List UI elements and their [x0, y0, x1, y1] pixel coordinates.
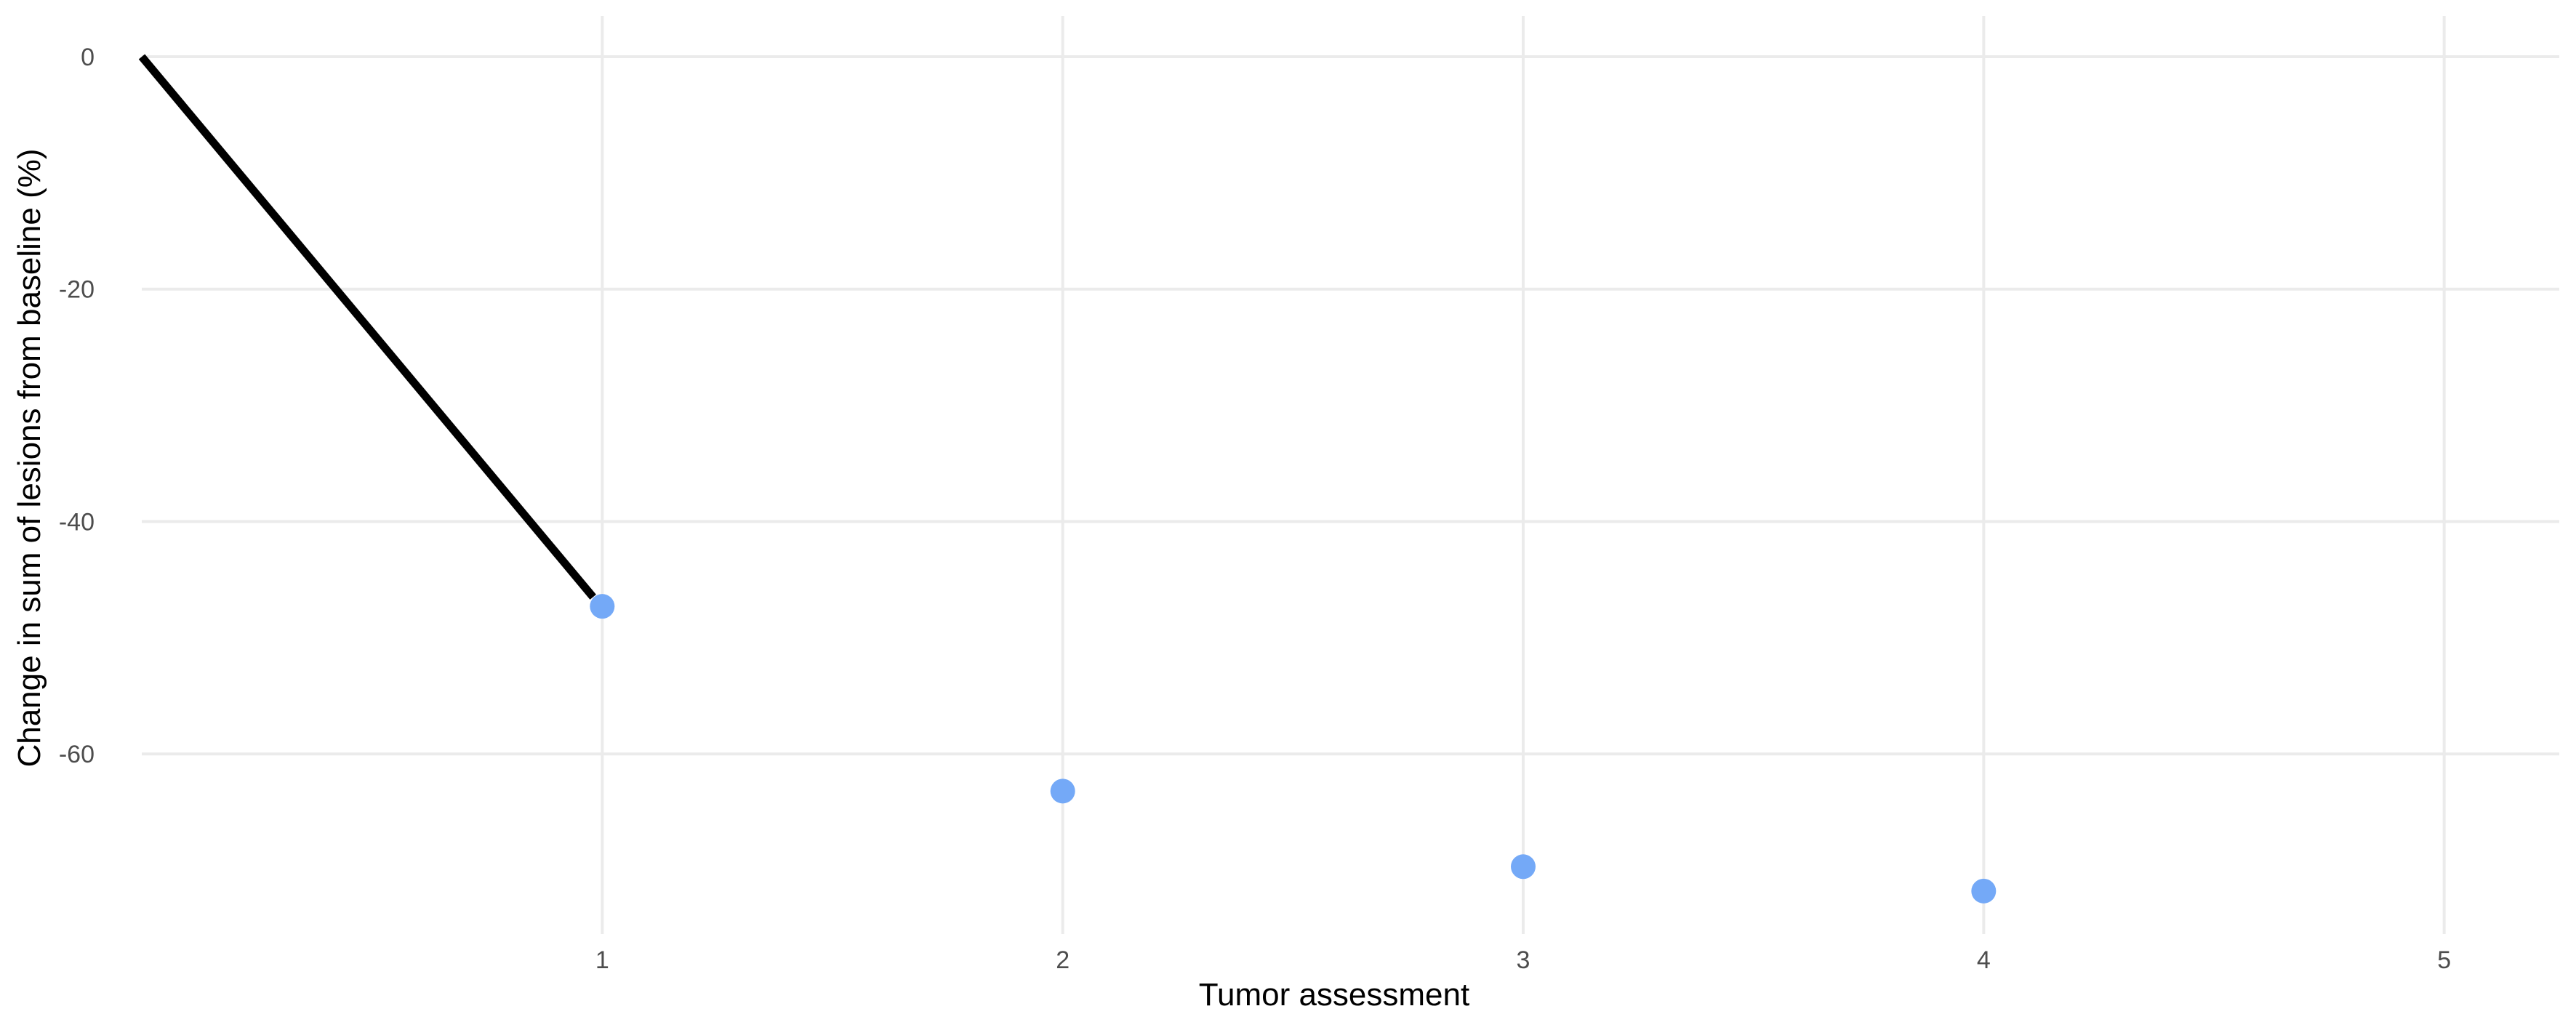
x-tick-label: 3 [1517, 946, 1530, 974]
data-point [1971, 878, 1997, 904]
x-tick-label: 4 [1977, 946, 1991, 974]
x-tick-label: 1 [595, 946, 609, 974]
x-tick-label: 2 [1056, 946, 1070, 974]
x-tick-label: 5 [2437, 946, 2451, 974]
y-axis-title: Change in sum of lesions from baseline (… [12, 148, 47, 767]
data-point [1511, 854, 1536, 880]
line-series [138, 54, 596, 600]
y-tick-label: -60 [59, 741, 95, 768]
x-axis-ticks: 1 2 3 4 5 [595, 946, 2451, 974]
y-tick-label: -40 [59, 508, 95, 536]
data-point [590, 594, 615, 619]
y-tick-label: -20 [59, 276, 95, 304]
grid [142, 16, 2559, 934]
data-point [1050, 778, 1075, 804]
y-tick-label: 0 [81, 44, 95, 71]
point-series [590, 594, 1997, 904]
y-axis-ticks: 0 -20 -40 -60 [59, 44, 95, 768]
series-line [138, 54, 596, 600]
x-axis-title: Tumor assessment [1199, 977, 1469, 1013]
